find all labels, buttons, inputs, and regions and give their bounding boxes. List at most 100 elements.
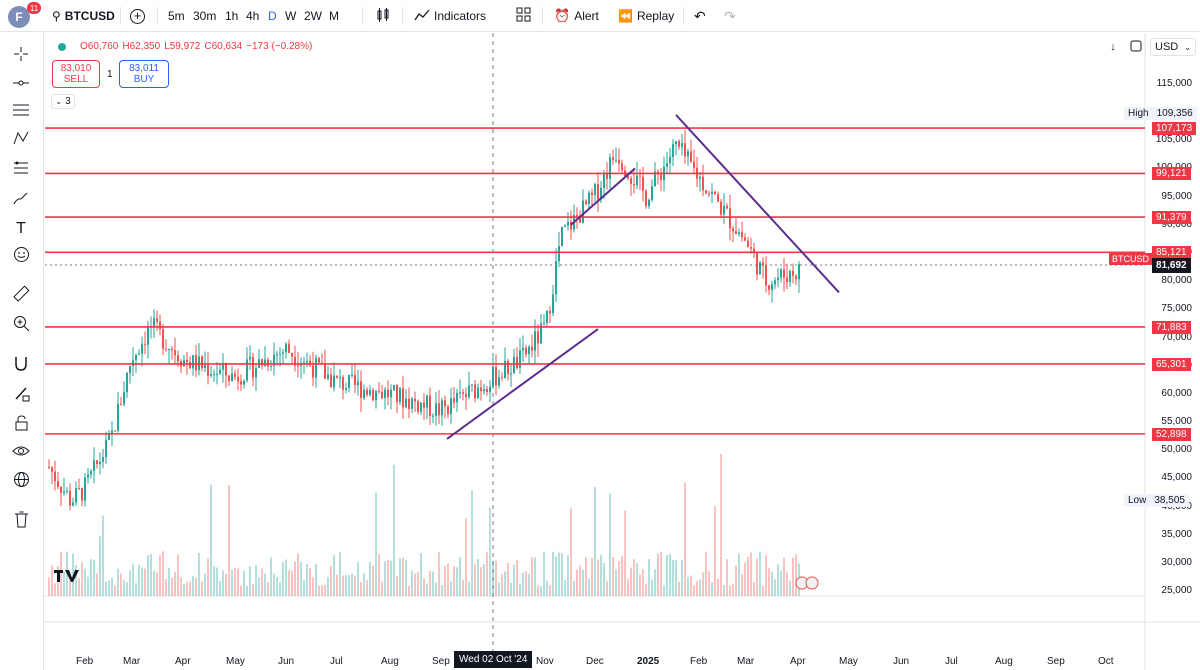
candle-body	[84, 477, 86, 501]
candle-body	[270, 365, 272, 367]
indicators-collapse-button[interactable]: ⌄ 3	[51, 94, 75, 109]
interval-1h[interactable]: 1h	[225, 9, 239, 23]
ruler-tool[interactable]	[10, 285, 32, 307]
emoji-tool[interactable]	[10, 246, 32, 268]
sell-label: SELL	[63, 74, 89, 85]
currency-label: USD	[1155, 41, 1179, 53]
remove-drawings-tool[interactable]	[10, 511, 32, 533]
candle-body	[165, 348, 167, 350]
candle-body	[534, 331, 536, 351]
zoom-in-icon	[13, 315, 30, 337]
symbol-search[interactable]: ⚲ BTCUSD	[52, 7, 115, 25]
candle-body	[243, 380, 245, 385]
indicators-button[interactable]: Indicators	[414, 7, 486, 25]
volume-bar	[660, 552, 662, 596]
low-value: 38,505	[1150, 494, 1189, 507]
candle-body	[351, 374, 353, 376]
hide-tool[interactable]	[10, 442, 32, 464]
volume-bar	[447, 563, 449, 596]
candle-body	[744, 237, 746, 241]
candle-body	[96, 460, 98, 465]
time-axis-label: Sep	[1047, 656, 1065, 667]
candle-body	[546, 311, 548, 323]
volume-bar	[681, 559, 683, 596]
alert-button[interactable]: ⏰ Alert	[554, 7, 599, 25]
price-axis-label: 60,000	[1161, 387, 1192, 399]
interval-2w[interactable]: 2W	[304, 9, 322, 23]
zoom-tool[interactable]	[10, 315, 32, 337]
volume-bar	[528, 573, 530, 596]
chart-type-button[interactable]	[375, 7, 391, 25]
candle-body	[444, 400, 446, 407]
candle-body	[249, 357, 251, 360]
lock-icon	[14, 414, 29, 436]
volume-bar	[414, 573, 416, 596]
buy-button[interactable]: 83,011 BUY	[119, 60, 169, 88]
volume-bar	[378, 554, 380, 596]
currency-select[interactable]: USD ⌄	[1150, 38, 1196, 56]
grid-icon	[516, 7, 531, 25]
replay-button[interactable]: ⏪ Replay	[618, 7, 674, 25]
volume-bar	[459, 557, 461, 596]
volume-bar	[87, 576, 89, 596]
pattern-tool[interactable]	[10, 129, 32, 151]
lock-tool[interactable]	[10, 414, 32, 436]
fullscreen-button[interactable]	[1128, 38, 1144, 56]
candle-body	[435, 403, 437, 416]
candle-body	[309, 360, 311, 366]
candle-body	[390, 389, 392, 398]
interval-4h[interactable]: 4h	[246, 9, 260, 23]
candle-body	[318, 358, 320, 363]
volume-bar	[243, 570, 245, 596]
trendline-tool[interactable]	[10, 73, 32, 95]
redo-button[interactable]: ↷	[724, 7, 736, 25]
interval-m[interactable]: M	[329, 9, 339, 23]
candle-body	[552, 294, 554, 314]
candle-body	[48, 467, 50, 469]
undo-button[interactable]: ↶	[694, 7, 706, 25]
volume-bar	[423, 578, 425, 596]
volume-bar	[72, 553, 74, 596]
object-tree-tool[interactable]	[10, 471, 32, 493]
volume-bar	[390, 560, 392, 596]
volume-bar	[720, 453, 722, 596]
candle-body	[687, 151, 689, 157]
user-avatar[interactable]: F	[8, 6, 30, 28]
magnet-tool[interactable]	[10, 355, 32, 377]
text-tool[interactable]: T	[10, 218, 32, 240]
volume-bar	[219, 581, 221, 596]
stay-drawing-tool[interactable]	[10, 385, 32, 407]
time-axis-label: Sep	[432, 656, 450, 667]
volume-bar	[558, 552, 560, 596]
candle-body	[219, 369, 221, 374]
layouts-button[interactable]	[516, 7, 531, 25]
interval-d[interactable]: D	[268, 9, 277, 23]
volume-bar	[501, 574, 503, 596]
compare-add-button[interactable]: +	[130, 7, 145, 25]
volume-bar	[387, 559, 389, 596]
interval-w[interactable]: W	[285, 9, 297, 23]
trade-quantity: 1	[107, 69, 113, 80]
candle-body	[228, 375, 230, 382]
download-button[interactable]: ↓	[1105, 38, 1121, 56]
candle-body	[102, 457, 104, 463]
volume-bar	[711, 582, 713, 596]
forecast-tool[interactable]	[10, 159, 32, 181]
candle-body	[393, 384, 395, 390]
volume-bar	[204, 573, 206, 596]
volume-bar	[456, 567, 458, 596]
crosshair-tool[interactable]	[10, 45, 32, 67]
volume-bar	[609, 493, 611, 596]
interval-5m[interactable]: 5m	[168, 9, 185, 23]
interval-30m[interactable]: 30m	[193, 9, 217, 23]
volume-bar	[657, 553, 659, 596]
volume-bar	[129, 570, 131, 596]
level-price-tag: 52,898	[1152, 427, 1191, 441]
brush-tool[interactable]	[10, 189, 32, 211]
sell-button[interactable]: 83,010 SELL	[52, 60, 100, 88]
volume-bar	[138, 564, 140, 596]
volume-bar	[252, 583, 254, 596]
fib-tool[interactable]	[10, 101, 32, 123]
candle-body	[645, 190, 647, 207]
